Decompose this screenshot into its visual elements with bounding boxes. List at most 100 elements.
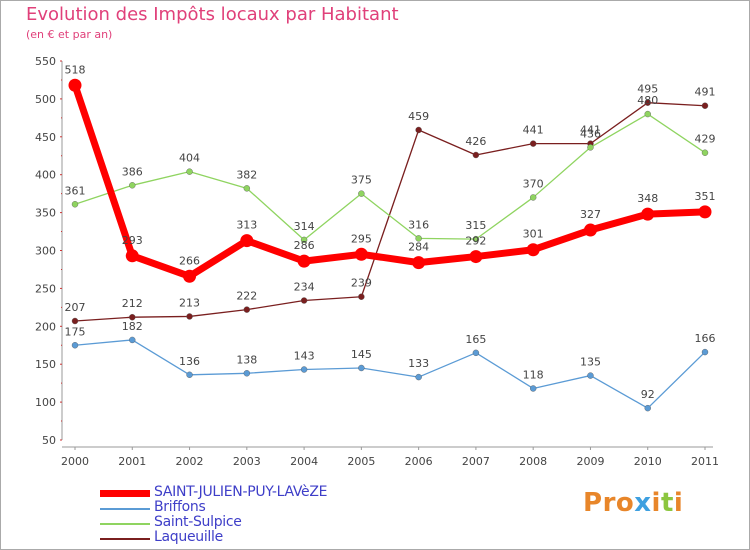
data-point-saint-sulpice — [129, 182, 136, 189]
data-point-saint-julien — [469, 250, 483, 264]
data-label-saint-sulpice: 382 — [236, 168, 257, 181]
series-laqueuille — [71, 99, 709, 325]
x-tick-label: 2003 — [233, 455, 261, 468]
legend-label: Briffons — [154, 499, 206, 515]
data-label-laqueuille: 239 — [351, 277, 372, 290]
data-label-saint-julien: 313 — [236, 219, 257, 232]
data-label-saint-julien: 292 — [465, 235, 486, 248]
data-point-laqueuille — [529, 140, 537, 147]
data-point-laqueuille — [300, 297, 308, 304]
data-point-saint-julien — [125, 249, 139, 263]
data-label-briffons: 138 — [236, 353, 257, 366]
y-tick-label: 150 — [35, 358, 56, 371]
data-label-briffons: 135 — [580, 356, 601, 369]
data-point-saint-julien — [354, 247, 368, 261]
data-point-saint-sulpice — [358, 190, 365, 197]
data-label-briffons: 133 — [408, 357, 429, 370]
x-tick-label: 2009 — [576, 455, 604, 468]
data-point-laqueuille — [243, 306, 251, 313]
data-point-briffons — [529, 385, 537, 392]
data-label-laqueuille: 212 — [122, 297, 143, 310]
data-label-saint-julien: 284 — [408, 241, 429, 254]
data-label-briffons: 175 — [65, 325, 86, 338]
data-point-saint-sulpice — [587, 144, 594, 151]
data-label-briffons: 143 — [294, 350, 315, 363]
data-label-saint-sulpice: 315 — [465, 219, 486, 232]
data-point-saint-sulpice — [300, 236, 308, 244]
data-point-saint-sulpice — [186, 168, 193, 175]
legend-label: Laqueuille — [154, 529, 223, 545]
x-tick-label: 2008 — [519, 455, 547, 468]
data-label-saint-sulpice: 429 — [695, 133, 716, 146]
logo-letter: t — [660, 488, 674, 518]
data-point-saint-sulpice — [644, 110, 651, 118]
y-tick-label: 100 — [35, 396, 56, 409]
data-point-laqueuille — [358, 293, 365, 300]
y-tick-label: 350 — [35, 207, 56, 220]
data-label-saint-julien: 293 — [122, 234, 143, 247]
logo-letter: r — [602, 488, 616, 518]
data-point-laqueuille — [71, 317, 79, 325]
data-point-briffons — [358, 364, 365, 372]
logo-letter: i — [651, 488, 661, 518]
data-label-briffons: 166 — [695, 332, 716, 345]
data-point-briffons — [472, 349, 480, 357]
series-line-briffons — [74, 339, 706, 409]
data-label-saint-sulpice: 436 — [580, 127, 601, 140]
data-point-saint-julien — [68, 78, 82, 92]
data-point-briffons — [701, 348, 709, 356]
data-point-saint-sulpice — [472, 235, 480, 243]
data-label-saint-sulpice: 386 — [122, 165, 143, 178]
data-point-briffons — [71, 342, 79, 349]
data-label-saint-julien: 518 — [65, 63, 86, 76]
data-label-laqueuille: 222 — [236, 290, 257, 303]
data-point-briffons — [186, 371, 193, 379]
data-point-laqueuille — [186, 313, 193, 320]
data-point-laqueuille — [701, 102, 709, 109]
data-label-saint-julien: 286 — [294, 239, 315, 252]
data-point-laqueuille — [644, 99, 651, 106]
data-point-saint-julien — [698, 205, 712, 219]
data-label-briffons: 182 — [122, 320, 143, 333]
logo-letter: x — [634, 488, 652, 518]
chart-subtitle: (en € et par an) — [26, 28, 113, 41]
data-label-laqueuille: 426 — [465, 135, 486, 148]
data-point-briffons — [415, 373, 422, 381]
series-saint-julien — [68, 78, 712, 283]
data-label-laqueuille: 441 — [580, 124, 601, 137]
legend-swatch — [100, 523, 150, 525]
data-label-saint-sulpice: 480 — [637, 94, 658, 107]
data-labels-layer: 518 293 266 313 286 295 284 292 301 327 348 351 175 1… — [65, 63, 716, 401]
data-label-saint-julien: 266 — [179, 254, 200, 267]
logo-letter: i — [673, 488, 684, 518]
proxiti-logo: Proxiti — [583, 488, 683, 518]
x-tick-label: 2002 — [176, 455, 204, 468]
data-point-saint-sulpice — [701, 149, 709, 156]
data-label-briffons: 118 — [523, 368, 544, 381]
data-label-saint-sulpice: 314 — [294, 220, 315, 233]
data-point-briffons — [300, 366, 308, 373]
data-point-saint-julien — [412, 256, 426, 270]
data-label-saint-julien: 351 — [695, 190, 716, 203]
data-point-briffons — [587, 372, 594, 379]
data-label-saint-julien: 327 — [580, 208, 601, 221]
legend-swatch — [100, 490, 150, 497]
data-point-laqueuille — [129, 314, 136, 321]
data-label-laqueuille: 234 — [294, 281, 315, 294]
series-briffons — [71, 336, 709, 412]
y-tick-label: 250 — [35, 282, 56, 295]
data-label-briffons: 165 — [465, 333, 486, 346]
data-point-briffons — [243, 370, 251, 377]
legend-swatch — [100, 538, 150, 540]
data-point-saint-julien — [641, 207, 655, 221]
data-label-saint-julien: 295 — [351, 232, 372, 245]
data-point-saint-sulpice — [243, 185, 251, 192]
data-label-laqueuille: 441 — [523, 124, 544, 137]
x-tick-label: 2005 — [347, 455, 375, 468]
x-tick-label: 2010 — [634, 455, 662, 468]
series-layer — [68, 78, 712, 412]
data-point-briffons — [644, 404, 651, 412]
data-point-laqueuille — [415, 126, 422, 134]
data-label-saint-sulpice: 404 — [179, 152, 200, 165]
